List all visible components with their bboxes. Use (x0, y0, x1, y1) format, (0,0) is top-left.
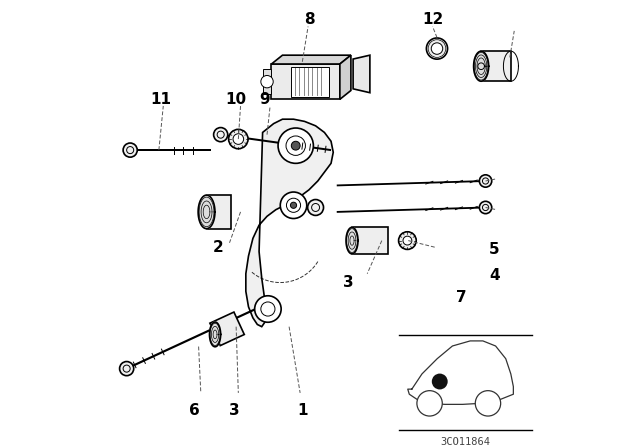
Circle shape (278, 128, 314, 164)
Circle shape (228, 129, 248, 149)
Circle shape (291, 141, 300, 150)
Polygon shape (340, 55, 351, 99)
Polygon shape (353, 55, 370, 93)
Polygon shape (271, 64, 340, 99)
Circle shape (479, 201, 492, 214)
Text: 12: 12 (422, 13, 443, 27)
Circle shape (399, 232, 416, 250)
Text: 9: 9 (259, 92, 270, 107)
Text: 8: 8 (303, 13, 314, 27)
Circle shape (403, 236, 412, 245)
Circle shape (123, 143, 137, 157)
Polygon shape (481, 51, 511, 81)
Polygon shape (352, 227, 388, 254)
Text: 6: 6 (189, 403, 200, 418)
Polygon shape (210, 312, 244, 345)
Circle shape (280, 192, 307, 219)
Polygon shape (207, 195, 231, 228)
Polygon shape (209, 322, 221, 347)
Text: 3: 3 (344, 275, 354, 290)
Polygon shape (474, 51, 488, 81)
Circle shape (417, 391, 442, 416)
Circle shape (233, 134, 244, 144)
Circle shape (432, 374, 448, 389)
Text: 10: 10 (225, 92, 246, 107)
Text: 4: 4 (489, 268, 500, 284)
Polygon shape (271, 55, 351, 64)
Circle shape (214, 128, 228, 142)
Text: 11: 11 (150, 92, 172, 107)
Text: 7: 7 (456, 290, 467, 306)
Text: 1: 1 (297, 403, 308, 418)
Circle shape (479, 175, 492, 187)
Circle shape (291, 202, 296, 208)
Polygon shape (198, 195, 215, 228)
Text: 3: 3 (228, 403, 239, 418)
Circle shape (431, 43, 443, 54)
Polygon shape (291, 67, 329, 97)
Polygon shape (262, 69, 271, 94)
Circle shape (308, 199, 324, 215)
Text: 5: 5 (489, 242, 500, 257)
Polygon shape (246, 119, 333, 327)
Circle shape (476, 391, 500, 416)
Circle shape (426, 38, 447, 59)
Circle shape (120, 362, 134, 376)
Circle shape (255, 296, 281, 322)
Text: 3CO11864: 3CO11864 (441, 437, 491, 447)
Polygon shape (346, 227, 358, 254)
Circle shape (261, 75, 273, 88)
Text: 2: 2 (213, 240, 224, 255)
